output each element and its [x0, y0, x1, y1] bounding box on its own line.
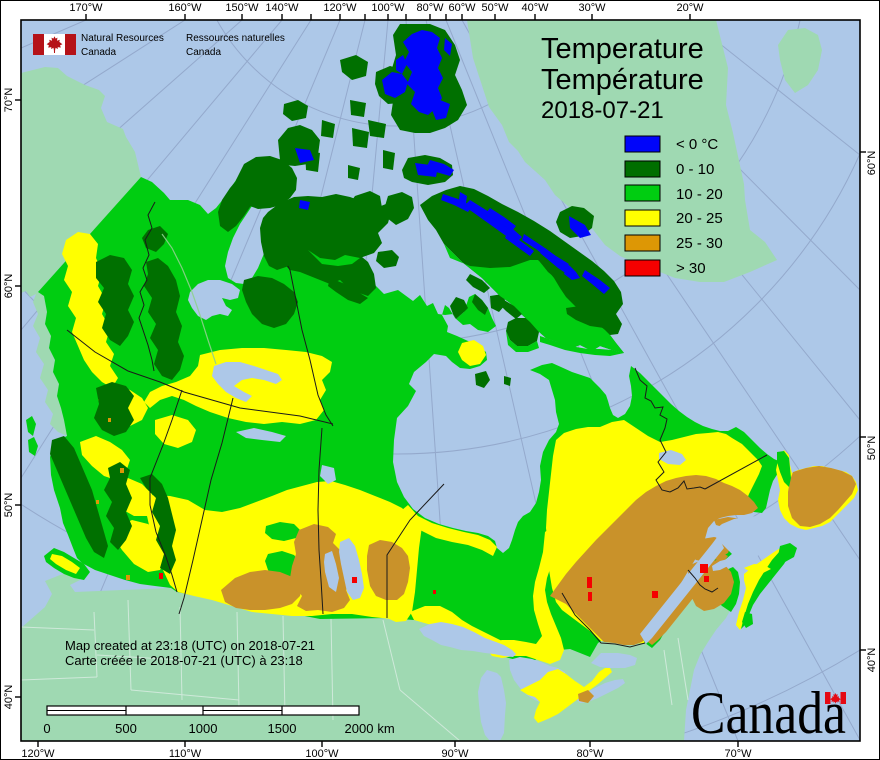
svg-text:25 - 30: 25 - 30 [676, 235, 723, 252]
svg-text:1000: 1000 [189, 721, 218, 736]
svg-text:80°W: 80°W [576, 748, 604, 760]
svg-text:10 - 20: 10 - 20 [676, 186, 723, 203]
svg-text:500: 500 [115, 721, 137, 736]
svg-text:Map created at 23:18 (UTC) on: Map created at 23:18 (UTC) on 2018-07-21 [65, 638, 315, 653]
svg-text:40°N: 40°N [866, 648, 878, 673]
svg-text:110°W: 110°W [169, 748, 202, 760]
svg-text:0 - 10: 0 - 10 [676, 161, 714, 178]
svg-text:Canada: Canada [81, 47, 116, 58]
svg-text:Canada: Canada [186, 47, 221, 58]
svg-text:70°N: 70°N [3, 88, 15, 113]
svg-text:2000: 2000 [345, 721, 374, 736]
svg-text:60°N: 60°N [866, 151, 878, 176]
svg-text:40°W: 40°W [521, 2, 549, 14]
svg-text:< 0 °C: < 0 °C [676, 136, 718, 153]
svg-text:150°W: 150°W [225, 2, 259, 14]
svg-text:50°N: 50°N [866, 436, 878, 461]
svg-text:70°W: 70°W [724, 748, 752, 760]
svg-text:60°N: 60°N [3, 274, 15, 299]
svg-text:100°W: 100°W [305, 748, 339, 760]
svg-text:170°W: 170°W [69, 2, 103, 14]
svg-text:2018-07-21: 2018-07-21 [541, 97, 664, 124]
svg-text:Ressources naturelles: Ressources naturelles [186, 33, 285, 44]
svg-text:Température: Température [541, 64, 704, 96]
svg-text:140°W: 140°W [265, 2, 299, 14]
svg-text:0: 0 [43, 721, 50, 736]
svg-text:90°W: 90°W [441, 748, 469, 760]
svg-text:1500: 1500 [268, 721, 297, 736]
svg-text:20°W: 20°W [676, 2, 704, 14]
svg-text:Temperature: Temperature [541, 33, 704, 65]
svg-text:50°W: 50°W [481, 2, 509, 14]
svg-text:20 - 25: 20 - 25 [676, 210, 723, 227]
svg-text:60°W: 60°W [448, 2, 476, 14]
svg-text:100°W: 100°W [371, 2, 405, 14]
svg-text:40°N: 40°N [3, 685, 15, 710]
svg-text:Natural Resources: Natural Resources [81, 33, 164, 44]
svg-text:Canada: Canada [691, 680, 846, 746]
svg-text:> 30: > 30 [676, 260, 706, 277]
svg-text:120°W: 120°W [21, 748, 55, 760]
svg-text:30°W: 30°W [578, 2, 606, 14]
svg-text:50°N: 50°N [3, 493, 15, 518]
svg-text:160°W: 160°W [168, 2, 202, 14]
svg-text:80°W: 80°W [416, 2, 444, 14]
svg-text:Carte créée le 2018-07-21 (UTC: Carte créée le 2018-07-21 (UTC) à 23:18 [65, 653, 303, 668]
svg-text:km: km [377, 721, 394, 736]
svg-text:120°W: 120°W [323, 2, 357, 14]
